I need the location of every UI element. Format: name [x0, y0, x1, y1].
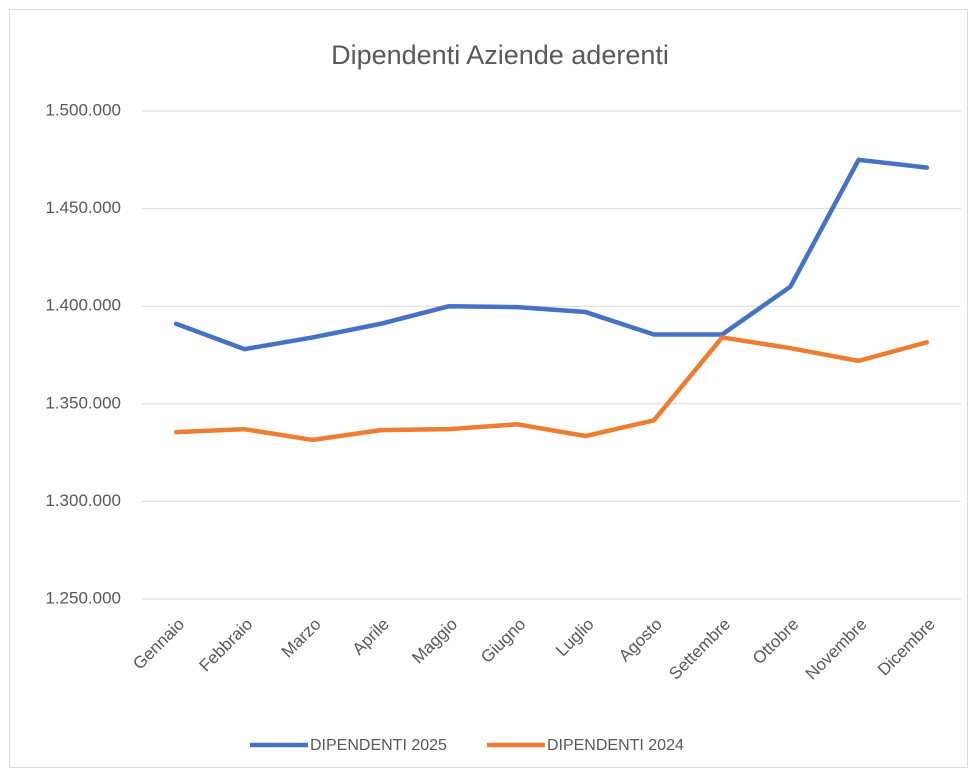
y-tick-label: 1.450.000	[45, 198, 121, 217]
y-tick-label: 1.350.000	[45, 393, 121, 412]
y-tick-label: 1.400.000	[45, 296, 121, 315]
chart-border	[9, 9, 968, 768]
legend-label: DIPENDENTI 2025	[310, 737, 447, 754]
y-tick-label: 1.500.000	[45, 100, 121, 119]
series-line	[173, 157, 930, 352]
series-line	[173, 335, 930, 443]
chart-title: Dipendenti Aziende aderenti	[331, 40, 669, 70]
legend-label: DIPENDENTI 2024	[547, 737, 684, 754]
y-tick-label: 1.250.000	[45, 588, 121, 607]
y-tick-label: 1.300.000	[45, 491, 121, 510]
